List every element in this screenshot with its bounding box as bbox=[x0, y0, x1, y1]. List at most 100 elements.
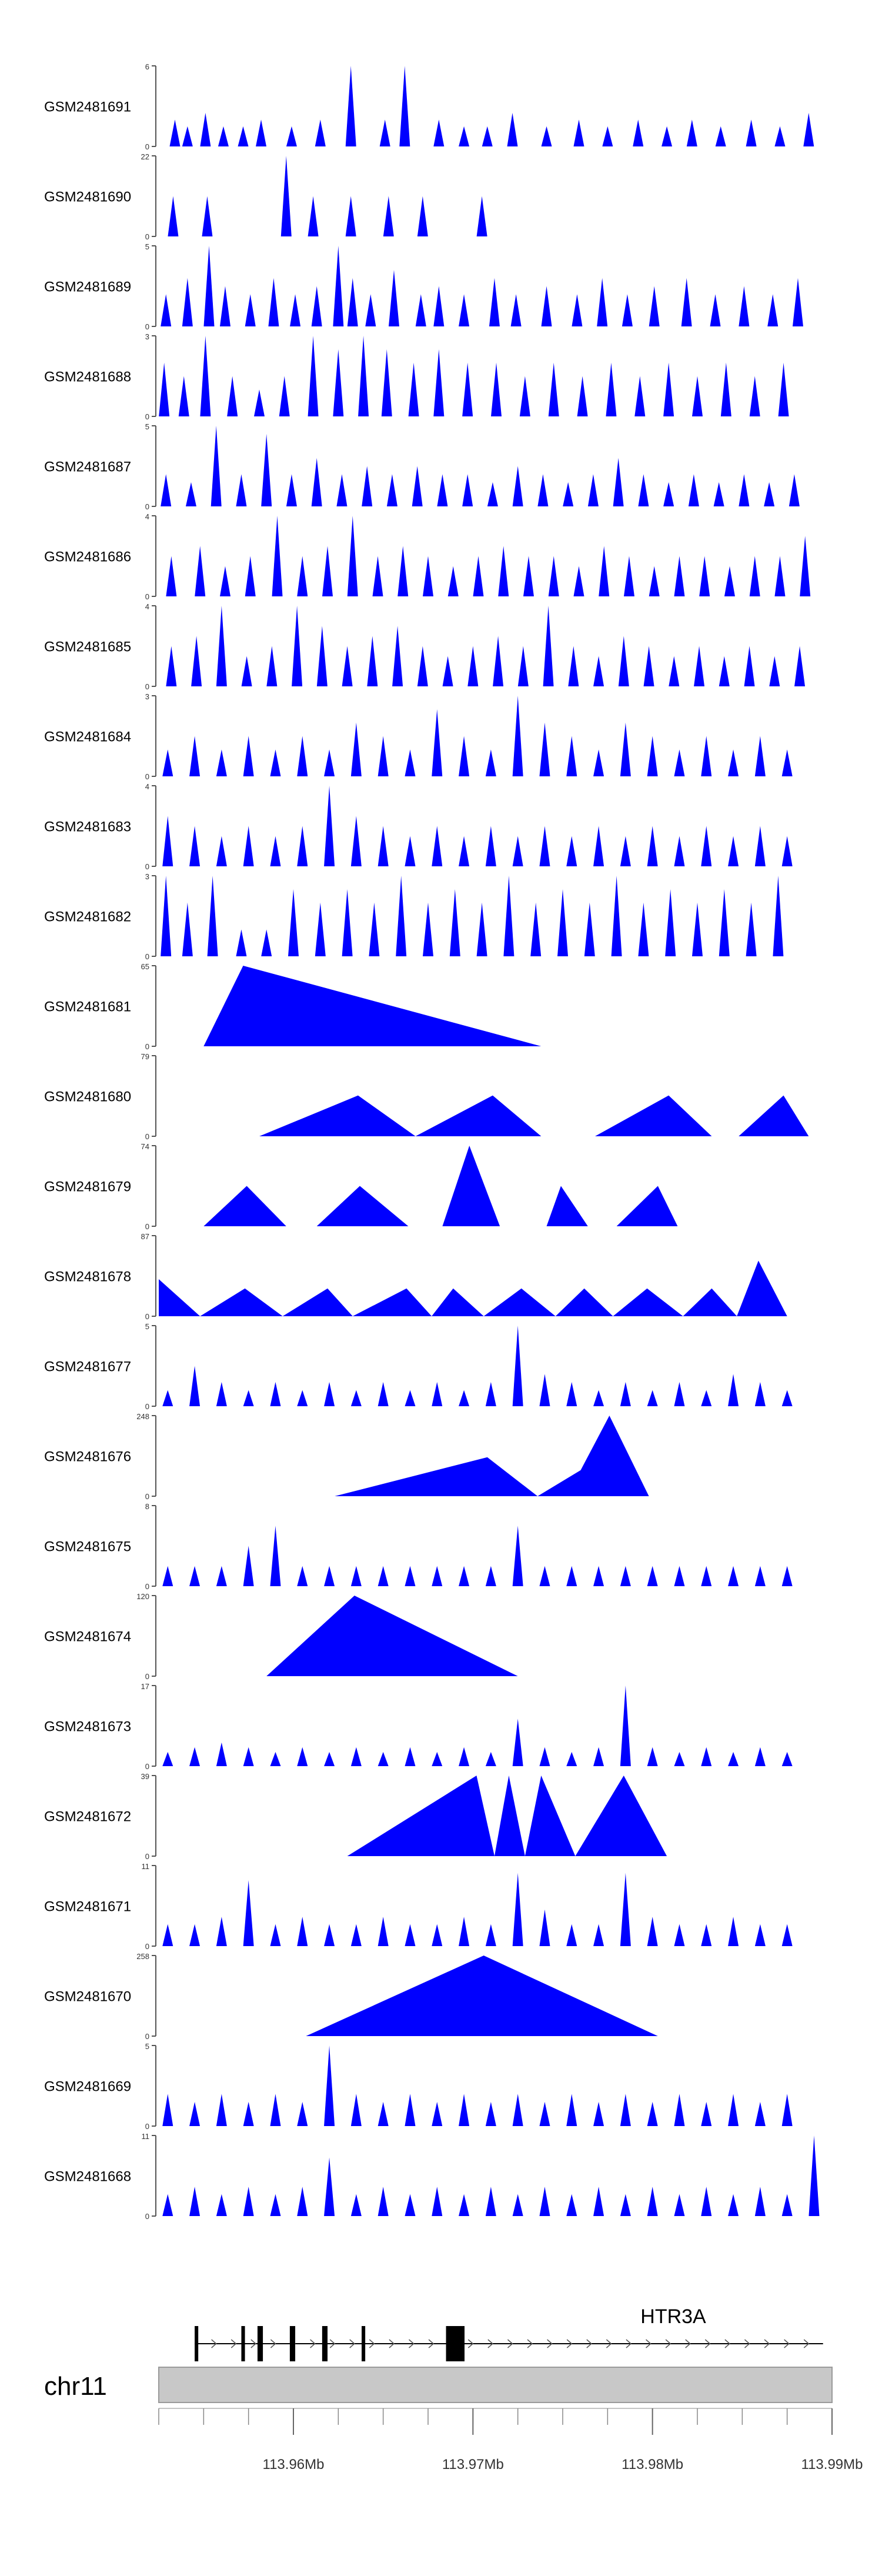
coverage-peak bbox=[539, 1747, 550, 1766]
coverage-peak bbox=[512, 1719, 523, 1766]
track-label: GSM2481672 bbox=[44, 1809, 131, 1825]
coverage-peak bbox=[268, 278, 279, 326]
coverage-peak bbox=[618, 636, 629, 686]
coverage-peak bbox=[663, 362, 674, 416]
coverage-area bbox=[203, 1146, 678, 1226]
chromosome-label: chr11 bbox=[44, 2372, 107, 2401]
coverage-peak bbox=[367, 636, 378, 686]
coverage-peak bbox=[365, 294, 376, 326]
coverage-peak bbox=[789, 474, 800, 506]
coverage-peak bbox=[377, 1566, 389, 1586]
coverage-peak bbox=[447, 566, 459, 596]
coverage-peak bbox=[773, 876, 784, 956]
coverage-peak bbox=[728, 2194, 739, 2216]
coverage-peak bbox=[216, 2194, 227, 2216]
coverage-peak bbox=[710, 294, 721, 326]
coverage-peak bbox=[568, 646, 579, 686]
track-label: GSM2481682 bbox=[44, 909, 131, 925]
coverage-peak bbox=[297, 736, 308, 776]
coverage-peak bbox=[489, 278, 500, 326]
coverage-peak bbox=[754, 1382, 766, 1406]
gene-exon bbox=[195, 2326, 199, 2361]
coverage-peak bbox=[161, 474, 172, 506]
coverage-peak bbox=[297, 556, 308, 596]
coverage-peak bbox=[292, 606, 303, 686]
coverage-peak bbox=[459, 2094, 470, 2126]
track-GSM2481674: GSM2481674 120 0 bbox=[44, 1592, 518, 1681]
coverage-peak bbox=[681, 278, 692, 326]
coverage-peak bbox=[647, 1390, 658, 1406]
coverage-peak bbox=[189, 1566, 201, 1586]
y-tick-label-zero: 0 bbox=[145, 1222, 149, 1231]
coverage-peak bbox=[189, 2187, 201, 2216]
coverage-peak bbox=[485, 1566, 496, 1586]
coverage-peak bbox=[512, 2194, 523, 2216]
coverage-peak bbox=[311, 286, 322, 326]
coverage-peak bbox=[699, 556, 710, 596]
coverage-peak bbox=[620, 2094, 631, 2126]
y-tick-label-zero: 0 bbox=[145, 1132, 149, 1141]
track-GSM2481673: GSM2481673 17 0 bbox=[44, 1682, 793, 1771]
coverage-peak bbox=[243, 1390, 254, 1406]
coverage-peak bbox=[769, 656, 780, 686]
coverage-peak bbox=[573, 119, 584, 146]
coverage-peak bbox=[189, 2101, 201, 2126]
y-tick-label-max: 8 bbox=[145, 1502, 149, 1511]
coverage-peak bbox=[792, 278, 803, 326]
track-GSM2481670: GSM2481670 258 0 bbox=[44, 1952, 658, 2041]
coverage-area bbox=[335, 1416, 649, 1496]
coverage-peak bbox=[459, 2194, 470, 2216]
y-tick-label-max: 5 bbox=[145, 2042, 149, 2051]
coverage-peak bbox=[512, 836, 523, 866]
coverage-peak bbox=[432, 709, 443, 776]
coverage-peak bbox=[200, 336, 211, 416]
coverage-area bbox=[159, 1260, 787, 1316]
coverage-peak bbox=[379, 119, 390, 146]
coverage-peak bbox=[539, 722, 550, 776]
coverage-peak bbox=[713, 482, 724, 506]
coverage-peak bbox=[383, 196, 394, 236]
coverage-peak bbox=[686, 119, 697, 146]
coverage-peak bbox=[548, 556, 559, 596]
coverage-peak bbox=[674, 749, 685, 776]
strand-chevron bbox=[646, 2339, 652, 2348]
coverage-peak bbox=[216, 749, 227, 776]
coverage-peak bbox=[297, 1747, 308, 1766]
coverage-peak bbox=[350, 2094, 362, 2126]
coverage-peak bbox=[746, 902, 757, 956]
coverage-peak bbox=[297, 2187, 308, 2216]
coverage-peak bbox=[415, 294, 426, 326]
coverage-peak bbox=[433, 349, 445, 416]
y-tick-label-max: 5 bbox=[145, 242, 149, 251]
coverage-peak bbox=[377, 1917, 389, 1946]
coverage-peak bbox=[342, 889, 353, 956]
coverage-peak bbox=[701, 1924, 712, 1946]
coverage-peak bbox=[663, 482, 674, 506]
y-tick-label-max: 248 bbox=[136, 1412, 149, 1421]
coverage-peak bbox=[599, 546, 610, 596]
coverage-peak bbox=[781, 836, 793, 866]
coverage-peak bbox=[162, 2194, 173, 2216]
coverage-peak bbox=[764, 482, 775, 506]
coverage-peak bbox=[563, 482, 574, 506]
coverage-peak bbox=[162, 1924, 173, 1946]
strand-chevron bbox=[230, 2339, 237, 2348]
coverage-peak bbox=[620, 1873, 631, 1946]
y-tick-label-zero: 0 bbox=[145, 1942, 149, 1951]
coverage-peak bbox=[459, 294, 470, 326]
coverage-peak bbox=[185, 482, 196, 506]
coverage-peak bbox=[162, 2094, 173, 2126]
y-tick-label-zero: 0 bbox=[145, 1852, 149, 1861]
coverage-peak bbox=[166, 646, 177, 686]
coverage-peak bbox=[620, 836, 631, 866]
genome-tick-label: 113.98Mb bbox=[622, 2457, 683, 2472]
coverage-peak bbox=[270, 1526, 281, 1586]
coverage-peak bbox=[433, 119, 445, 146]
coverage-peak bbox=[510, 294, 522, 326]
coverage-peak bbox=[781, 1751, 793, 1766]
coverage-peak bbox=[602, 126, 613, 146]
coverage-peak bbox=[584, 902, 595, 956]
track-label: GSM2481679 bbox=[44, 1179, 131, 1195]
coverage-peak bbox=[166, 556, 177, 596]
